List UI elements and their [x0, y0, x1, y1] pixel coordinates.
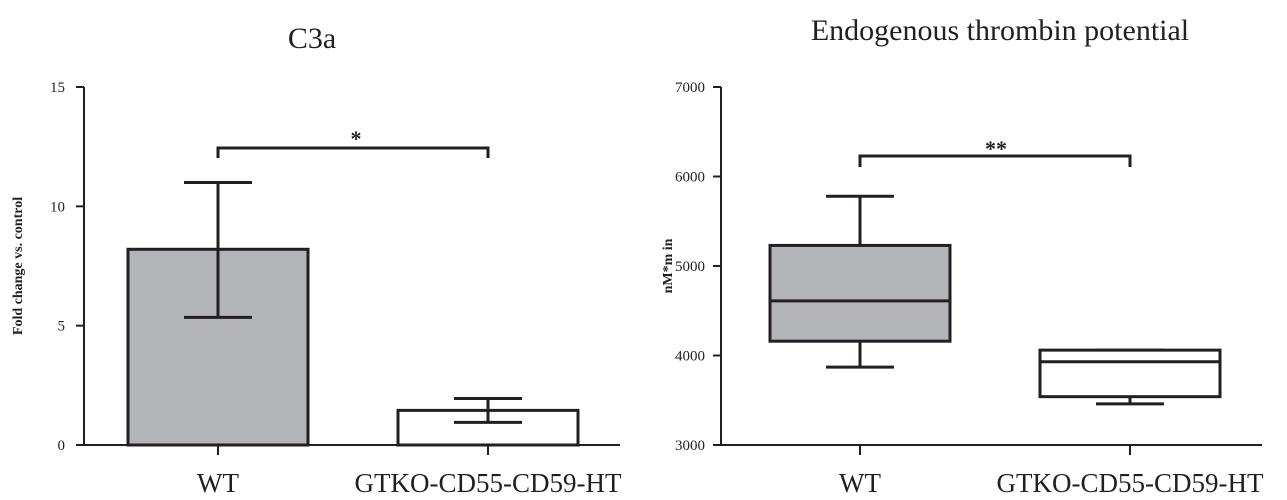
y-tick-label: 7000: [675, 80, 705, 96]
y-tick-label: 5000: [675, 259, 705, 275]
c3a-chart-title: C3a: [288, 22, 336, 55]
y-tick-label: 10: [50, 199, 65, 215]
y-tick-label: 3000: [675, 438, 705, 454]
etp-chart-title: Endogenous thrombin potential: [811, 14, 1189, 47]
etp-category-label-wt: WT: [839, 468, 881, 498]
c3a-y-axis-label: Fold change vs. control: [11, 197, 26, 335]
etp-significance-label: **: [985, 136, 1007, 161]
y-tick-label: 5: [58, 319, 66, 335]
significance-bracket: [858, 154, 1132, 167]
significance-bracket: [216, 146, 490, 158]
c3a-chart: C3a Fold change vs. control 0 5 10 15 WT GT…: [11, 22, 622, 498]
y-tick-label: 6000: [675, 170, 705, 186]
c3a-marks: [126, 146, 580, 447]
c3a-significance-label: *: [351, 126, 362, 151]
c3a-category-label-wt: WT: [197, 468, 239, 498]
box: [768, 243, 952, 343]
etp-axes: 3000 4000 5000 6000 7000: [675, 80, 1262, 455]
etp-marks: [768, 154, 1222, 406]
y-tick-label: 0: [58, 438, 66, 454]
box: [1038, 348, 1222, 399]
etp-y-axis-label: nM*m in: [661, 238, 676, 293]
etp-chart: Endogenous thrombin potential nM*m in 30…: [661, 14, 1264, 498]
y-tick-label: 4000: [675, 349, 705, 365]
y-tick-label: 15: [50, 80, 65, 96]
c3a-category-label-gtko: GTKO-CD55-CD59-HT: [355, 468, 622, 498]
etp-category-label-gtko: GTKO-CD55-CD59-HT: [997, 468, 1264, 498]
